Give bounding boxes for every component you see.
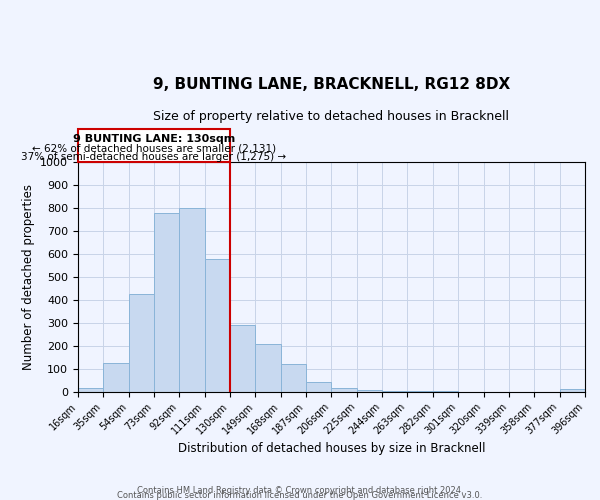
Bar [128,294,154,392]
Bar [78,388,103,392]
X-axis label: Distribution of detached houses by size in Bracknell: Distribution of detached houses by size … [178,442,485,455]
Y-axis label: Number of detached properties: Number of detached properties [22,184,35,370]
Text: Contains public sector information licensed under the Open Government Licence v3: Contains public sector information licen… [118,491,482,500]
FancyBboxPatch shape [78,130,230,162]
Bar [179,208,205,392]
Bar [205,260,230,392]
Bar [230,325,256,392]
Bar [256,344,281,392]
Bar [103,363,128,392]
Text: 37% of semi-detached houses are larger (1,275) →: 37% of semi-detached houses are larger (… [22,152,286,162]
Text: ← 62% of detached houses are smaller (2,131): ← 62% of detached houses are smaller (2,… [32,143,276,153]
Bar [306,382,331,392]
Bar [560,390,585,392]
Bar [281,364,306,392]
Bar [154,214,179,392]
Bar [331,388,357,392]
Bar [382,391,407,392]
Text: Contains HM Land Registry data © Crown copyright and database right 2024.: Contains HM Land Registry data © Crown c… [137,486,463,495]
Title: 9, BUNTING LANE, BRACKNELL, RG12 8DX: 9, BUNTING LANE, BRACKNELL, RG12 8DX [153,78,510,92]
Text: 9 BUNTING LANE: 130sqm: 9 BUNTING LANE: 130sqm [73,134,235,144]
Text: Size of property relative to detached houses in Bracknell: Size of property relative to detached ho… [154,110,509,123]
Bar [357,390,382,392]
